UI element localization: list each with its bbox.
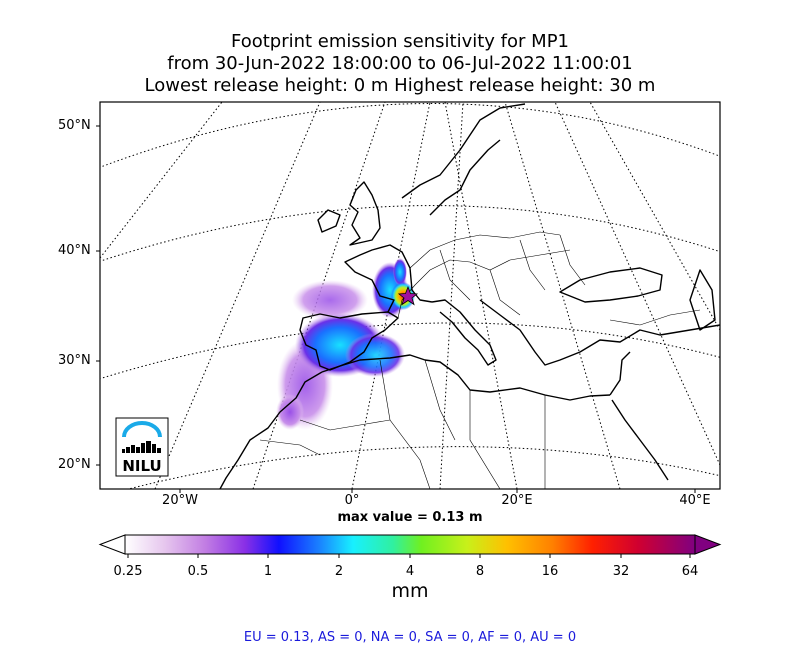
- plot-title-line3: Lowest release height: 0 m Highest relea…: [144, 75, 656, 96]
- plot-title-line2: from 30-Jun-2022 18:00:00 to 06-Jul-2022…: [167, 53, 633, 74]
- coastlines: [219, 103, 720, 489]
- colorbar-tick: 8: [475, 564, 485, 579]
- lat-label-20n: 20°N: [58, 457, 91, 472]
- max-value-label: max value = 0.13 m: [337, 510, 483, 525]
- lat-label-50n: 50°N: [58, 118, 91, 133]
- colorbar: [98, 534, 722, 558]
- regional-totals: EU = 0.13, AS = 0, NA = 0, SA = 0, AF = …: [243, 630, 577, 645]
- colorbar-tick: 4: [405, 564, 415, 579]
- plot-title-line1: Footprint emission sensitivity for MP1: [230, 31, 569, 52]
- axis-ticks: [96, 125, 696, 493]
- colorbar-tick: 2: [334, 564, 344, 579]
- nilu-logo: [115, 417, 169, 477]
- colorbar-tick: 64: [681, 564, 699, 579]
- lon-label-20e: 20°E: [501, 493, 533, 508]
- colorbar-tick: 32: [612, 564, 630, 579]
- lat-label-30n: 30°N: [58, 353, 91, 368]
- colorbar-unit-label: mm: [391, 580, 429, 602]
- map-frame: [99, 101, 721, 490]
- lon-label-0: 0°: [344, 493, 360, 508]
- colorbar-tick: 0.5: [187, 564, 209, 579]
- colorbar-tick: 16: [541, 564, 559, 579]
- lon-label-40e: 40°E: [679, 493, 711, 508]
- graticule-parallels: [100, 103, 720, 489]
- lat-label-40n: 40°N: [58, 243, 91, 258]
- colorbar-tick: 0.25: [113, 564, 143, 579]
- nilu-logo-text: NILU: [122, 457, 161, 475]
- lon-label-20w: 20°W: [162, 493, 198, 508]
- colorbar-tick: 1: [263, 564, 273, 579]
- release-site-marker: [397, 285, 419, 306]
